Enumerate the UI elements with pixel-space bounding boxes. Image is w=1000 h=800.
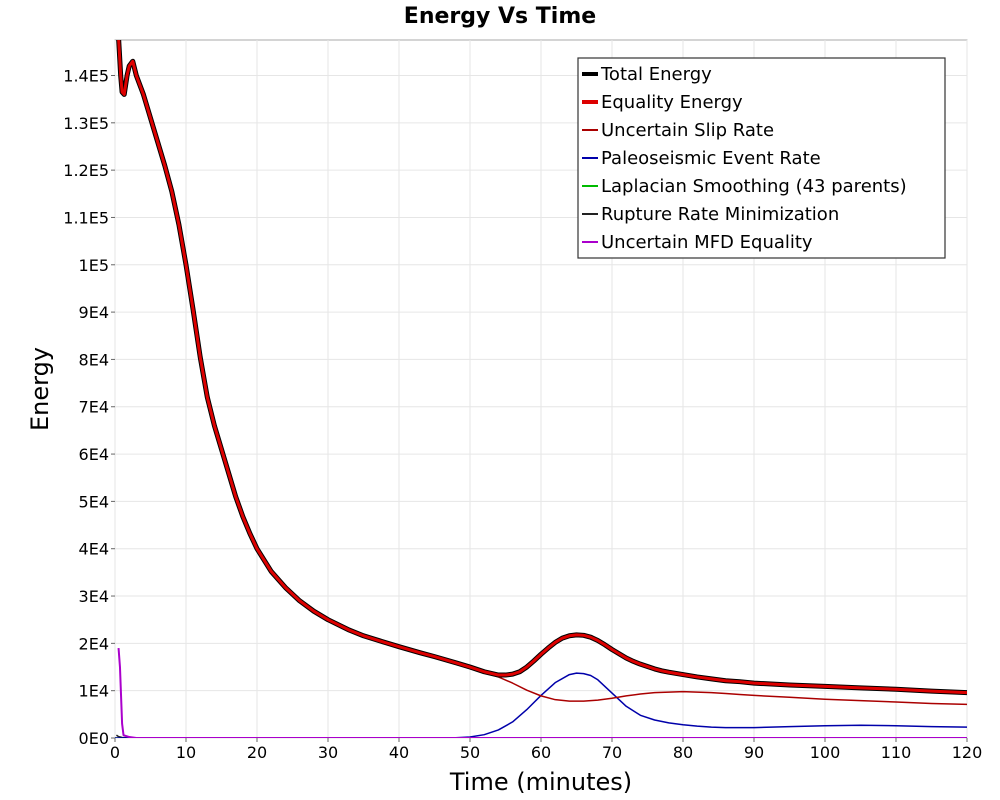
y-tick-label: 1.4E5: [63, 66, 109, 85]
x-tick-label: 50: [460, 743, 480, 762]
series-lines: [115, 40, 967, 738]
chart-title: Energy Vs Time: [404, 4, 596, 29]
legend-label: Laplacian Smoothing (43 parents): [601, 176, 907, 197]
x-tick-label: 0: [110, 743, 120, 762]
y-tick-label: 3E4: [79, 587, 109, 606]
y-tick-label: 8E4: [79, 350, 109, 369]
x-tick-label: 110: [881, 743, 912, 762]
y-tick-label: 0E0: [79, 729, 109, 748]
x-tick-label: 60: [531, 743, 551, 762]
y-tick-label: 9E4: [79, 303, 109, 322]
y-tick-labels: 0E0 1E4 2E4 3E4 4E4 5E4 6E4 7E4 8E4 9E4 1E5 1.1E5 1.…: [63, 66, 109, 748]
y-tick-label: 5E4: [79, 492, 109, 511]
x-tick-label: 80: [673, 743, 693, 762]
legend: Total Energy Equality Energy Uncertain Sli…: [577, 57, 946, 259]
series-line-6: [117, 648, 967, 738]
legend-label: Total Energy: [600, 64, 712, 85]
legend-label: Uncertain MFD Equality: [601, 232, 813, 253]
legend-label: Uncertain Slip Rate: [601, 120, 774, 141]
y-tick-label: 1.2E5: [63, 161, 109, 180]
y-tick-label: 1E4: [79, 682, 109, 701]
x-tick-label: 40: [389, 743, 409, 762]
y-tick-label: 1E5: [79, 256, 109, 275]
series-line-3: [115, 672, 967, 738]
legend-label: Rupture Rate Minimization: [601, 204, 839, 225]
y-tick-label: 4E4: [79, 540, 109, 559]
legend-box: [577, 57, 946, 259]
x-tick-label: 10: [176, 743, 196, 762]
y-tick-label: 1.3E5: [63, 114, 109, 133]
y-axis-label: Energy: [26, 347, 54, 431]
x-tick-label: 30: [318, 743, 338, 762]
legend-label: Equality Energy: [601, 92, 743, 113]
y-tick-label: 1.1E5: [63, 208, 109, 227]
y-tick-label: 6E4: [79, 445, 109, 464]
y-tick-label: 7E4: [79, 398, 109, 417]
x-tick-label: 20: [247, 743, 267, 762]
y-tick-label: 2E4: [79, 634, 109, 653]
x-tick-label: 70: [602, 743, 622, 762]
x-tick-label: 90: [744, 743, 764, 762]
x-axis-label: Time (minutes): [449, 768, 632, 796]
x-tick-label: 100: [810, 743, 841, 762]
x-tick-label: 120: [952, 743, 983, 762]
series-line-1: [117, 40, 967, 695]
axes: [111, 74, 968, 742]
legend-label: Paleoseismic Event Rate: [601, 148, 821, 169]
x-tick-labels: 0 10 20 30 40 50 60 70 80 90 100 110 120: [110, 743, 982, 762]
